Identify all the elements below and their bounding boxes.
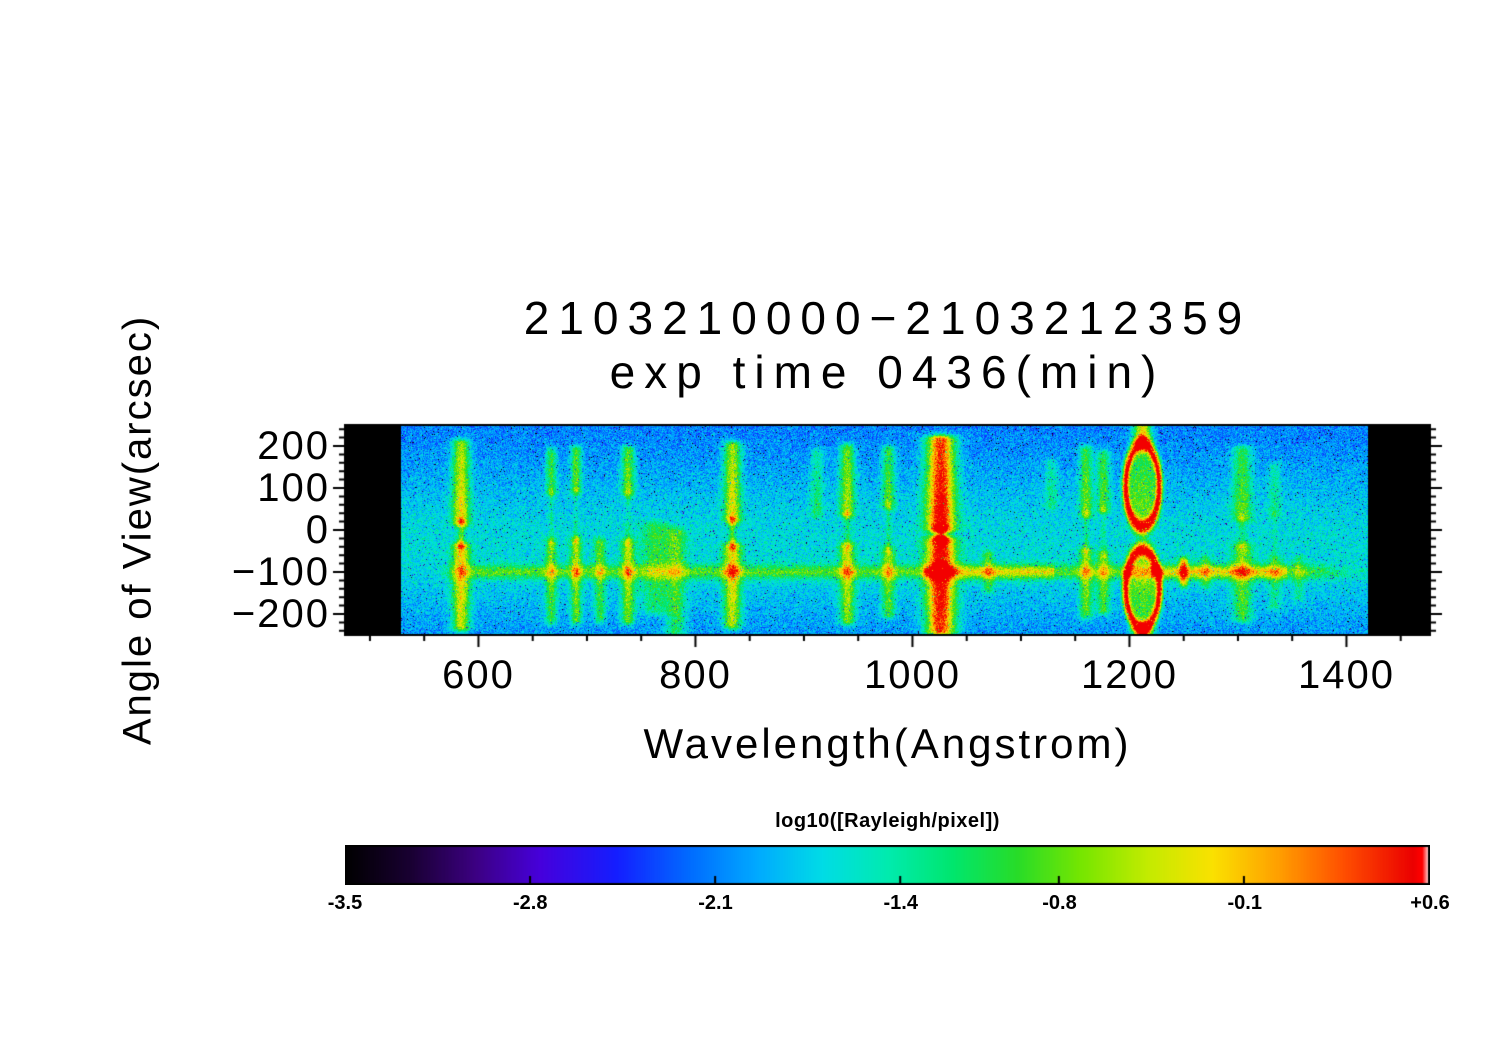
x-tick-label: 1000: [863, 653, 961, 697]
y-tick-label: −200: [231, 592, 330, 636]
axes-canvas: [305, 395, 1465, 680]
colorbar-tick-label: -3.5: [327, 892, 363, 914]
x-tick-label: 800: [659, 653, 732, 697]
colorbar-tick-label: -0.8: [1042, 892, 1077, 914]
colorbar-tick-label: -0.1: [1227, 892, 1262, 914]
colorbar-title: log10([Rayleigh/pixel]): [775, 810, 1000, 832]
y-tick-label: 0: [305, 508, 330, 552]
colorbar-tick-label: -2.1: [698, 892, 733, 914]
x-tick-label: 1400: [1297, 653, 1395, 697]
y-tick-label: 100: [257, 466, 330, 510]
x-tick-label: 1200: [1080, 653, 1178, 697]
colorbar-canvas: [345, 845, 1430, 885]
plot-title-line2: exp time 0436(min): [609, 346, 1166, 398]
y-tick-label: −100: [231, 550, 330, 594]
x-axis-label: Wavelength(Angstrom): [643, 720, 1132, 767]
plot-title-line1: 2103210000−2103212359: [523, 292, 1252, 344]
colorbar-tick-label: -2.8: [513, 892, 548, 914]
colorbar-tick-label: -1.4: [883, 892, 918, 914]
colorbar-tick-label: +0.6: [1410, 892, 1450, 914]
y-tick-label: 200: [257, 424, 330, 468]
y-axis-label: Angle of View(arcsec): [115, 314, 160, 746]
x-tick-label: 600: [442, 653, 515, 697]
